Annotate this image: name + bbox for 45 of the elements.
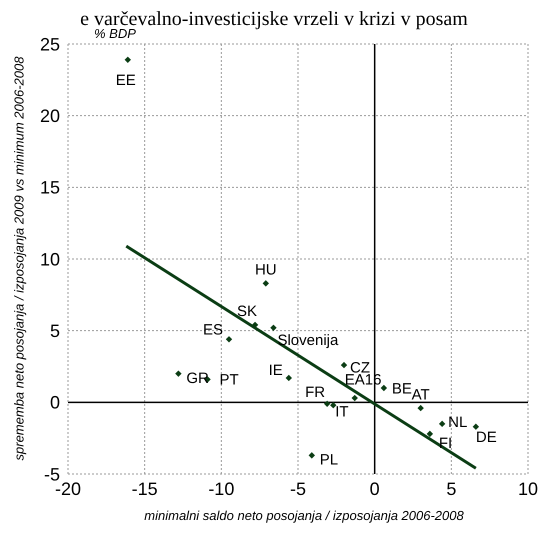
annotation: AT: [412, 386, 430, 404]
annotation: IT: [335, 403, 349, 420]
point: [472, 424, 480, 430]
annotation: NL: [448, 414, 468, 432]
y-axis-title: sprememba neto posojanja / izposojanja 2009 vs minimum 2006-2008: [12, 56, 26, 460]
y-tick-label: 25: [40, 34, 60, 54]
point: [438, 420, 446, 428]
point: [417, 404, 424, 412]
annotation: Slovenija: [277, 332, 339, 350]
annotation: FR: [305, 384, 326, 402]
point: [380, 384, 388, 392]
point: [340, 362, 348, 368]
annotation: ES: [202, 322, 223, 339]
x-tick-label: -5: [290, 478, 306, 499]
annotation: PL: [320, 452, 338, 469]
y-tick-label: 10: [40, 249, 60, 270]
point: [308, 452, 315, 459]
y-tick-label: 0: [50, 392, 60, 413]
annotation: DE: [476, 428, 497, 446]
point: [270, 324, 277, 331]
x-tick-label: -15: [132, 478, 158, 499]
y-tick-label: 5: [50, 321, 60, 342]
x-tick-label: -10: [208, 478, 234, 499]
annotation: EE: [116, 72, 136, 90]
y-tick-label: 15: [40, 178, 60, 198]
point: [124, 56, 131, 63]
point: [262, 280, 269, 287]
annotation: PT: [220, 372, 239, 389]
point: [324, 400, 330, 407]
annotation: HU: [254, 262, 277, 279]
annotation: IE: [268, 362, 283, 380]
annotation: SK: [237, 303, 258, 320]
point: [426, 430, 434, 438]
x-tick-label: 5: [446, 478, 456, 499]
x-tick-label: 10: [518, 478, 538, 499]
x-axis-title: minimalni saldo neto posojanja / izposojanja 2006-2008: [143, 508, 465, 523]
point: [175, 370, 182, 377]
point: [286, 374, 292, 382]
annotation: FI: [438, 435, 452, 452]
annotation: BE: [392, 380, 412, 398]
annotation: GR: [186, 370, 210, 387]
y-tick-label: 20: [40, 106, 60, 126]
y-tick-label: -5: [44, 464, 60, 484]
x-tick-label: 0: [370, 478, 380, 499]
point: [330, 402, 336, 408]
